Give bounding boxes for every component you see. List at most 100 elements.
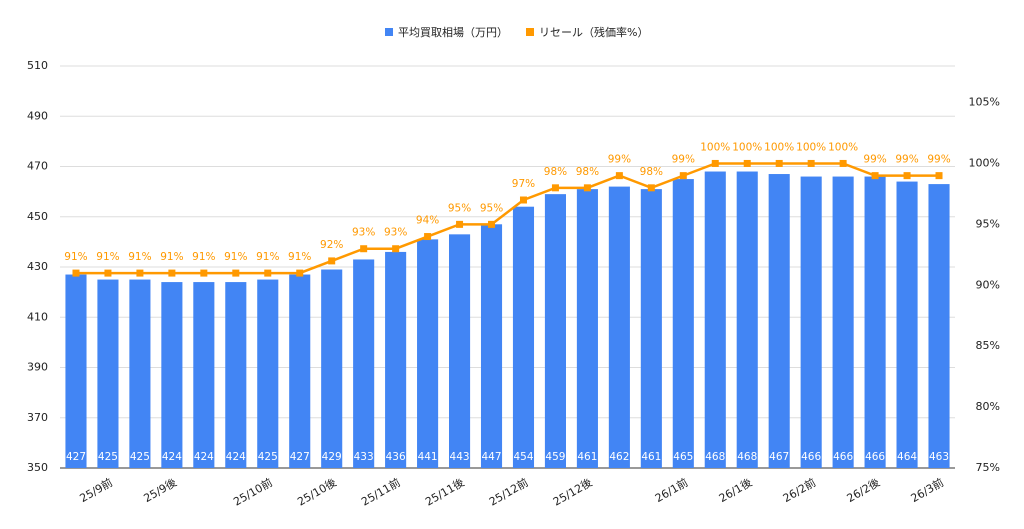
bar-value-label: 443 (450, 451, 470, 463)
bar (928, 184, 950, 468)
legend-swatch (526, 28, 534, 36)
y-tick-label: 350 (27, 461, 48, 474)
bar-value-label: 424 (194, 451, 214, 463)
bar-value-label: 447 (481, 451, 501, 463)
bar-value-label: 468 (705, 451, 725, 463)
line-value-label: 91% (96, 251, 119, 263)
line-marker (743, 159, 751, 167)
bar (768, 174, 790, 468)
bar (289, 274, 311, 468)
bar-value-label: 425 (98, 451, 118, 463)
bar (257, 279, 279, 468)
line-marker (679, 172, 687, 180)
y-tick-label: 430 (27, 260, 48, 273)
legend-label: リセール（残価率%） (539, 25, 648, 39)
bar (832, 176, 854, 469)
bar (704, 171, 726, 468)
x-tick-label: 25/9後 (141, 475, 179, 505)
bar-value-label: 436 (386, 451, 406, 463)
bar (65, 274, 87, 468)
x-tick-label: 25/10後 (295, 475, 339, 508)
y-tick-label: 510 (27, 59, 48, 72)
line-value-label: 95% (448, 202, 471, 214)
y-tick-label: 390 (27, 361, 48, 374)
line-value-label: 97% (512, 178, 535, 190)
line-marker (488, 220, 496, 228)
bar-value-label: 466 (833, 451, 853, 463)
bar (896, 181, 918, 468)
line-marker (360, 245, 368, 253)
line-marker (296, 269, 304, 277)
x-tick-label: 25/12前 (487, 475, 531, 508)
x-tick-label: 26/3前 (908, 475, 946, 505)
line-value-label: 100% (764, 141, 794, 153)
line-value-label: 91% (224, 251, 247, 263)
bar (193, 282, 215, 468)
y2-tick-label: 100% (969, 156, 1000, 169)
bar (544, 194, 566, 468)
line-value-label: 99% (672, 154, 695, 166)
y-tick-label: 490 (27, 109, 48, 122)
bar (353, 259, 375, 468)
line (75, 162, 940, 275)
line-value-label: 99% (863, 154, 886, 166)
bar-value-label: 459 (545, 451, 565, 463)
x-tick-label: 25/11後 (423, 475, 467, 508)
line-marker (424, 233, 432, 241)
line-marker (615, 172, 623, 180)
y-tick-label: 450 (27, 210, 48, 223)
line-value-label: 93% (352, 227, 375, 239)
bar-value-label: 441 (418, 451, 438, 463)
line-marker (200, 269, 208, 277)
bar (576, 189, 598, 469)
line-value-label: 91% (256, 251, 279, 263)
bar (161, 282, 183, 468)
legend-label: 平均買取相場（万円） (398, 26, 508, 39)
legend: 平均買取相場（万円） リセール（残価率%） (385, 25, 648, 39)
line-marker (871, 172, 879, 180)
line-value-label: 99% (608, 154, 631, 166)
line-marker (168, 269, 176, 277)
bar-value-label: 427 (66, 451, 86, 463)
x-tick-label: 25/12後 (550, 475, 594, 508)
line-value-label: 93% (384, 227, 407, 239)
bar-value-label: 465 (673, 451, 693, 463)
legend-swatch (385, 28, 393, 36)
bar-value-label: 466 (801, 451, 821, 463)
line-marker (136, 269, 144, 277)
bar-value-label: 461 (577, 451, 597, 463)
bar-value-label: 468 (737, 451, 757, 463)
x-tick-label: 25/9前 (77, 475, 115, 505)
bar-value-label: 429 (322, 451, 342, 463)
line-value-label: 92% (320, 239, 343, 251)
y-tick-label: 470 (27, 160, 48, 173)
y2-tick-label: 90% (976, 278, 1000, 291)
y-tick-label: 410 (27, 310, 48, 323)
line-marker (775, 159, 783, 167)
y2-tick-label: 95% (976, 217, 1000, 230)
bar (608, 186, 630, 468)
bar (512, 206, 535, 468)
bar (385, 251, 407, 468)
line-marker (711, 159, 719, 167)
line-marker (903, 172, 911, 180)
line-value-label: 100% (732, 141, 762, 153)
bar (449, 234, 471, 468)
x-tick-label: 26/1後 (716, 475, 754, 505)
x-tick-label: 26/2前 (780, 475, 818, 505)
bar-value-label: 454 (513, 451, 533, 463)
y2-tick-label: 75% (976, 461, 1000, 474)
bar-value-label: 424 (162, 451, 182, 463)
line-value-label: 95% (480, 202, 503, 214)
line-value-label: 94% (416, 215, 439, 227)
line-value-label: 99% (895, 154, 918, 166)
line-value-label: 91% (128, 251, 151, 263)
line-marker (839, 159, 847, 167)
bar-value-label: 433 (354, 451, 374, 463)
bar-value-label: 463 (929, 451, 949, 463)
bar-value-label: 462 (609, 451, 629, 463)
line-marker (104, 269, 112, 277)
bar (640, 189, 662, 469)
line-marker (456, 220, 464, 228)
